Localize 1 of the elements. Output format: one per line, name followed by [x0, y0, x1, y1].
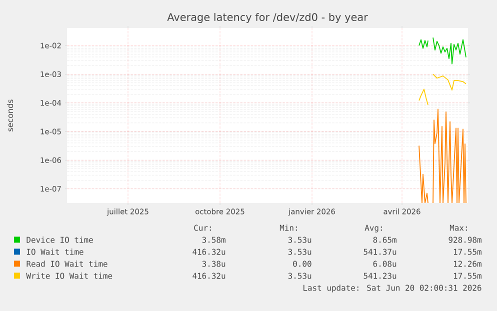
chart-title: Average latency for /dev/zd0 - by year: [167, 12, 368, 24]
